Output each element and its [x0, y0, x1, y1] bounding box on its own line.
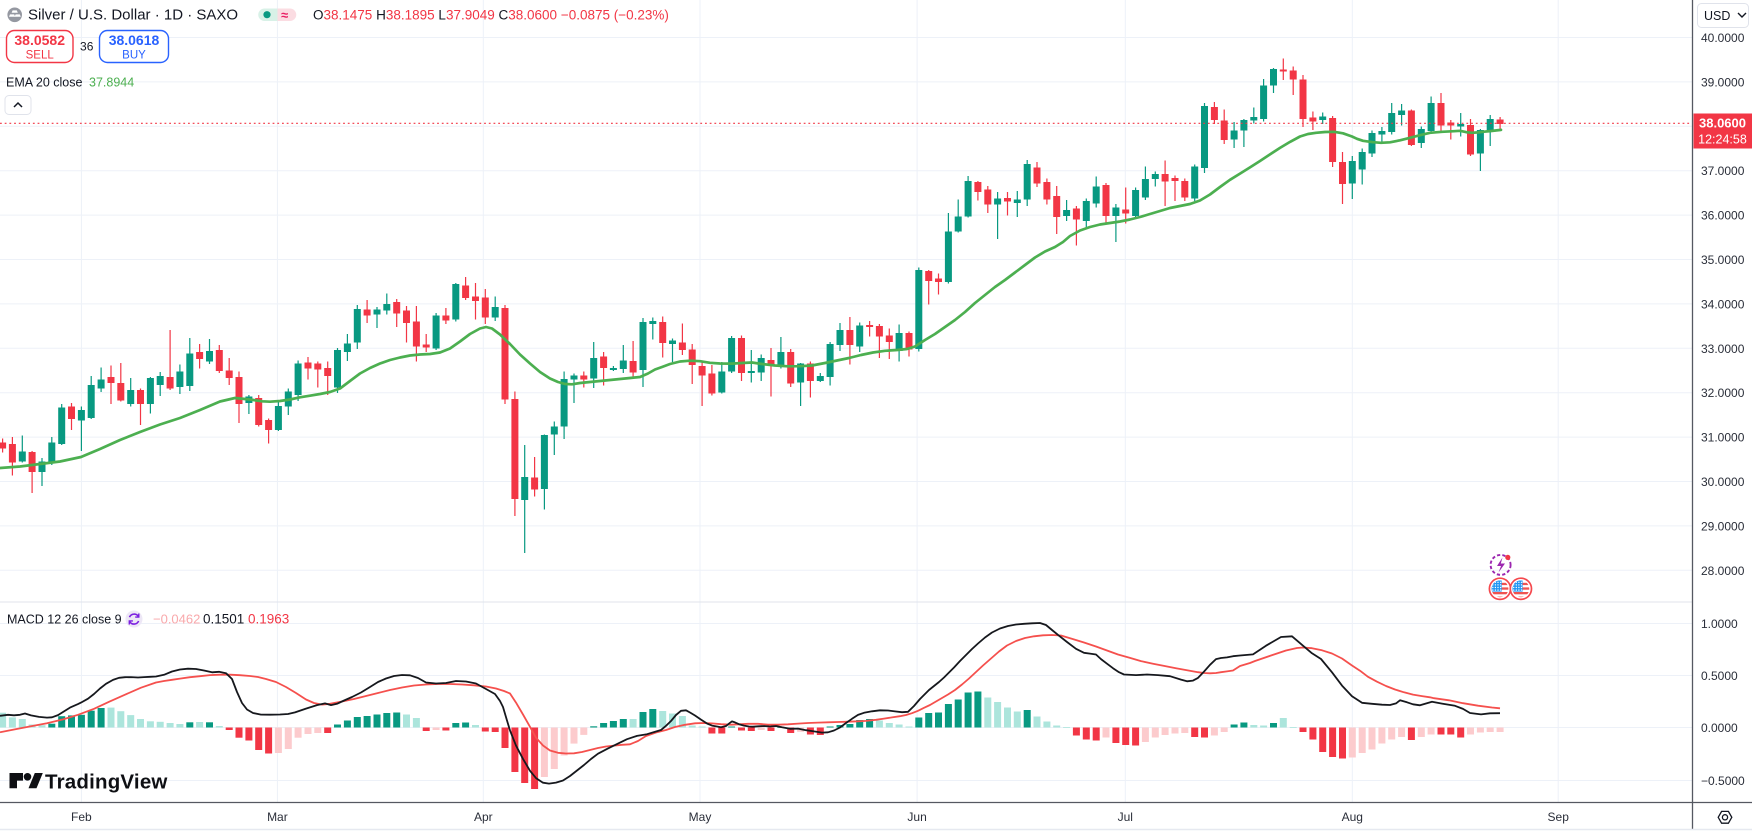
svg-text:≈: ≈ [281, 8, 288, 23]
svg-text:Jul: Jul [1118, 810, 1133, 824]
svg-text:Feb: Feb [71, 810, 92, 824]
svg-text:0.0000: 0.0000 [1701, 721, 1738, 735]
svg-text:−0.0462: −0.0462 [153, 612, 200, 627]
svg-text:Silver / U.S. Dollar · 1D · SA: Silver / U.S. Dollar · 1D · SAXO [28, 7, 238, 24]
svg-text:EMA 20 close: EMA 20 close [6, 76, 82, 90]
svg-text:38.0600: 38.0600 [1699, 116, 1746, 131]
svg-text:37.8944: 37.8944 [89, 76, 134, 90]
svg-text:SELL: SELL [26, 50, 55, 62]
svg-text:1.0000: 1.0000 [1701, 617, 1738, 631]
svg-text:USD: USD [1704, 9, 1730, 23]
svg-text:28.0000: 28.0000 [1701, 564, 1745, 578]
svg-text:37.0000: 37.0000 [1701, 164, 1745, 178]
svg-text:Apr: Apr [474, 810, 493, 824]
svg-text:36: 36 [80, 40, 94, 54]
svg-text:MACD 12 26 close 9: MACD 12 26 close 9 [7, 613, 122, 627]
svg-text:0.1963: 0.1963 [248, 612, 289, 627]
svg-text:May: May [689, 810, 712, 824]
svg-text:12:24:58: 12:24:58 [1698, 133, 1747, 147]
svg-text:29.0000: 29.0000 [1701, 519, 1745, 533]
svg-text:32.0000: 32.0000 [1701, 386, 1745, 400]
svg-text:31.0000: 31.0000 [1701, 431, 1745, 445]
svg-text:Mar: Mar [267, 810, 288, 824]
svg-text:30.0000: 30.0000 [1701, 475, 1745, 489]
svg-text:0.5000: 0.5000 [1701, 669, 1738, 683]
svg-text:35.0000: 35.0000 [1701, 253, 1745, 267]
svg-text:−0.5000: −0.5000 [1701, 774, 1745, 788]
svg-text:Jun: Jun [907, 810, 926, 824]
svg-text:38.0618: 38.0618 [109, 32, 160, 48]
svg-text:BUY: BUY [122, 50, 146, 62]
svg-text:38.0582: 38.0582 [14, 32, 65, 48]
svg-text:40.0000: 40.0000 [1701, 31, 1745, 45]
svg-text:33.0000: 33.0000 [1701, 342, 1745, 356]
svg-text:36.0000: 36.0000 [1701, 209, 1745, 223]
svg-text:0.1501: 0.1501 [203, 612, 244, 627]
svg-text:TradingView: TradingView [45, 771, 168, 794]
svg-text:Aug: Aug [1342, 810, 1363, 824]
svg-text:O38.1475 H38.1895 L37.9049 C38: O38.1475 H38.1895 L37.9049 C38.0600 −0.0… [313, 8, 669, 23]
svg-text:Sep: Sep [1548, 810, 1570, 824]
svg-text:39.0000: 39.0000 [1701, 75, 1745, 89]
svg-text:34.0000: 34.0000 [1701, 297, 1745, 311]
